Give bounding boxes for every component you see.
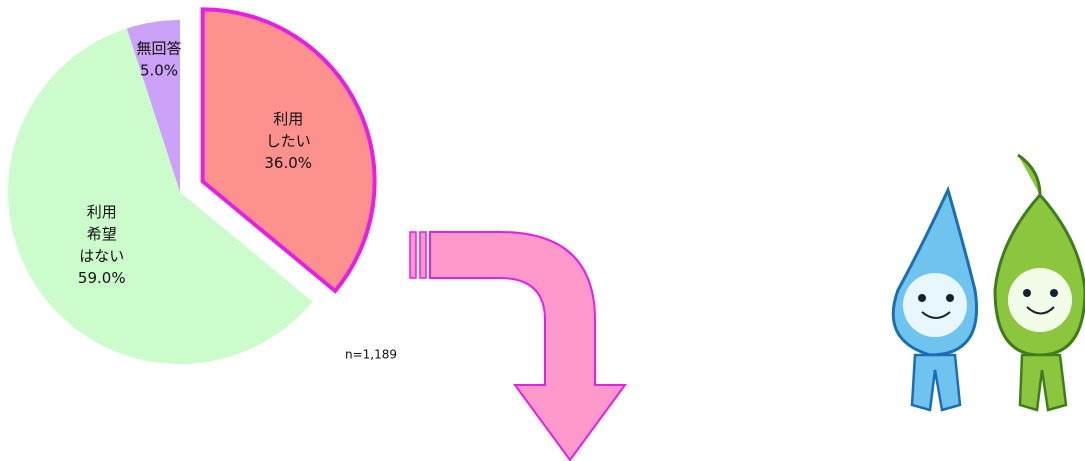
slice-category: はない <box>79 247 124 265</box>
slice-label: 利用希望はない 59.0% <box>78 203 126 287</box>
slice-category: 利用 <box>87 203 117 221</box>
slice-category: 利用 <box>273 110 303 128</box>
slice-category: 無回答 <box>137 39 182 57</box>
slice <box>200 7 377 294</box>
slice-value: 36.0% <box>264 154 312 172</box>
annotation: n=1,189 <box>345 348 397 362</box>
slice-value: 5.0% <box>140 61 178 79</box>
arrow <box>409 231 627 461</box>
slice-category: 希望 <box>87 225 117 243</box>
slice-category: したい <box>266 132 311 150</box>
slice <box>126 20 180 192</box>
slice-label: 無回答 5.0% <box>137 39 182 79</box>
slice-label: 利用したい 36.0% <box>264 110 312 172</box>
slice <box>8 28 313 365</box>
slice-value: 59.0% <box>78 269 126 287</box>
pie: 利用したい 36.0%利用希望はない 59.0%無回答 5.0% <box>8 7 377 365</box>
mascot-blue <box>891 185 978 412</box>
mascot-green <box>993 153 1085 412</box>
